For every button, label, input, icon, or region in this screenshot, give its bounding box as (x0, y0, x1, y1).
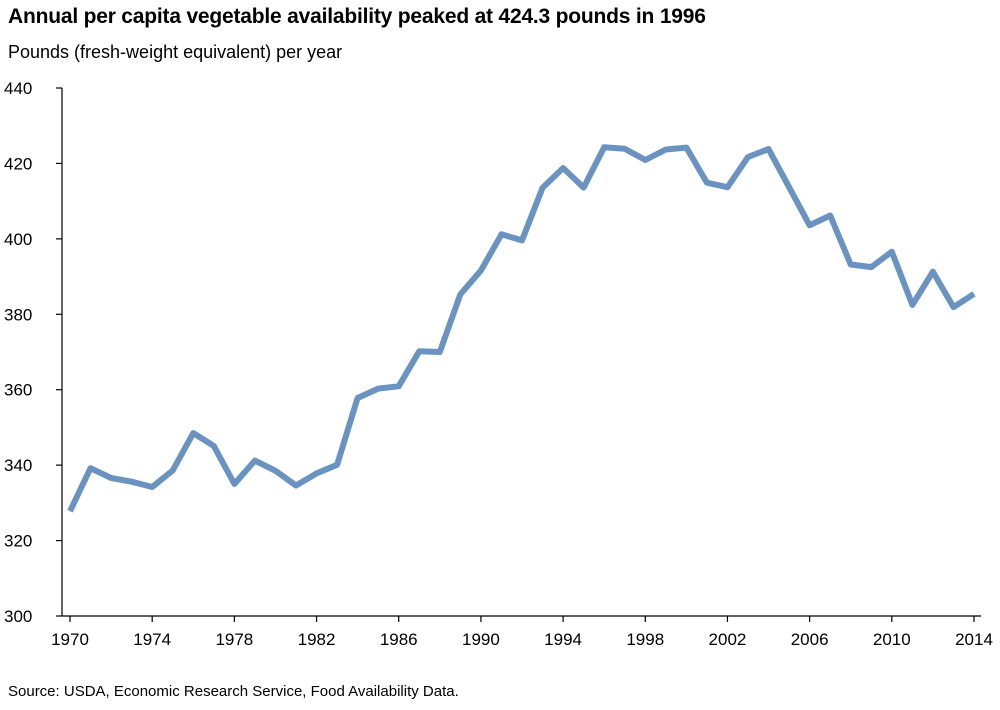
x-tick-label: 2006 (791, 630, 829, 649)
data-point-1996 (601, 144, 607, 150)
x-tick-label: 2014 (955, 630, 993, 649)
data-point-1979 (252, 458, 258, 464)
data-point-1974 (149, 484, 155, 490)
data-point-1978 (231, 481, 237, 487)
data-point-2006 (807, 222, 813, 228)
data-point-1971 (88, 465, 94, 471)
data-point-1983 (334, 462, 340, 468)
x-tick-label: 1978 (215, 630, 253, 649)
data-point-2004 (766, 146, 772, 152)
data-point-1994 (560, 165, 566, 171)
data-point-1985 (375, 386, 381, 392)
x-tick-label: 2010 (873, 630, 911, 649)
data-point-2003 (745, 154, 751, 160)
data-point-1984 (355, 395, 361, 401)
series-line (67, 144, 976, 513)
data-point-1975 (170, 467, 176, 473)
data-point-1998 (642, 157, 648, 163)
data-point-2012 (930, 269, 936, 275)
data-point-2007 (827, 213, 833, 219)
y-tick-label: 320 (4, 532, 32, 551)
data-point-1981 (293, 483, 299, 489)
data-point-1970 (67, 508, 73, 514)
data-point-1986 (396, 383, 402, 389)
data-point-1988 (437, 349, 443, 355)
source-note: Source: USDA, Economic Research Service,… (8, 683, 459, 700)
y-axis: 300 320 340 360 380 400 420 440 (4, 79, 63, 626)
data-point-1992 (519, 237, 525, 243)
data-point-2010 (889, 249, 895, 255)
x-tick-label: 1986 (380, 630, 418, 649)
data-point-2001 (704, 180, 710, 186)
x-tick-label: 1974 (133, 630, 171, 649)
x-tick-label: 1970 (51, 630, 89, 649)
data-point-1977 (211, 443, 217, 449)
data-point-2011 (909, 302, 915, 308)
data-point-1989 (457, 291, 463, 297)
x-tick-label: 1982 (298, 630, 336, 649)
y-tick-label: 340 (4, 456, 32, 475)
data-point-2002 (725, 184, 731, 190)
data-point-2000 (683, 145, 689, 151)
y-axis-label: Pounds (fresh-weight equivalent) per yea… (8, 42, 343, 62)
y-tick-label: 420 (4, 154, 32, 173)
data-point-1997 (622, 146, 628, 152)
x-tick-label: 2002 (709, 630, 747, 649)
data-point-2009 (868, 264, 874, 270)
data-point-1973 (129, 479, 135, 485)
data-point-1993 (540, 185, 546, 191)
data-point-2014 (971, 291, 977, 297)
x-axis: 1970 1974 1978 1982 1986 1990 1994 1998 2002 2006… (51, 615, 993, 649)
data-point-1991 (499, 231, 505, 237)
data-point-2008 (848, 262, 854, 268)
data-point-2013 (951, 304, 957, 310)
x-tick-label: 1990 (462, 630, 500, 649)
y-tick-label: 300 (4, 607, 32, 626)
data-point-1972 (108, 475, 114, 481)
data-point-1995 (581, 185, 587, 191)
series-group (67, 144, 977, 514)
data-point-1990 (478, 268, 484, 274)
chart-title: Annual per capita vegetable availability… (8, 5, 706, 28)
data-point-1987 (416, 348, 422, 354)
data-point-1976 (190, 430, 196, 436)
y-tick-label: 360 (4, 381, 32, 400)
data-point-1980 (273, 468, 279, 474)
y-tick-label: 400 (4, 230, 32, 249)
x-tick-label: 1998 (626, 630, 664, 649)
y-tick-label: 380 (4, 305, 32, 324)
data-point-1982 (314, 470, 320, 476)
x-tick-label: 1994 (544, 630, 582, 649)
y-tick-label: 440 (4, 79, 32, 98)
data-point-2005 (786, 184, 792, 190)
data-point-1999 (663, 147, 669, 153)
